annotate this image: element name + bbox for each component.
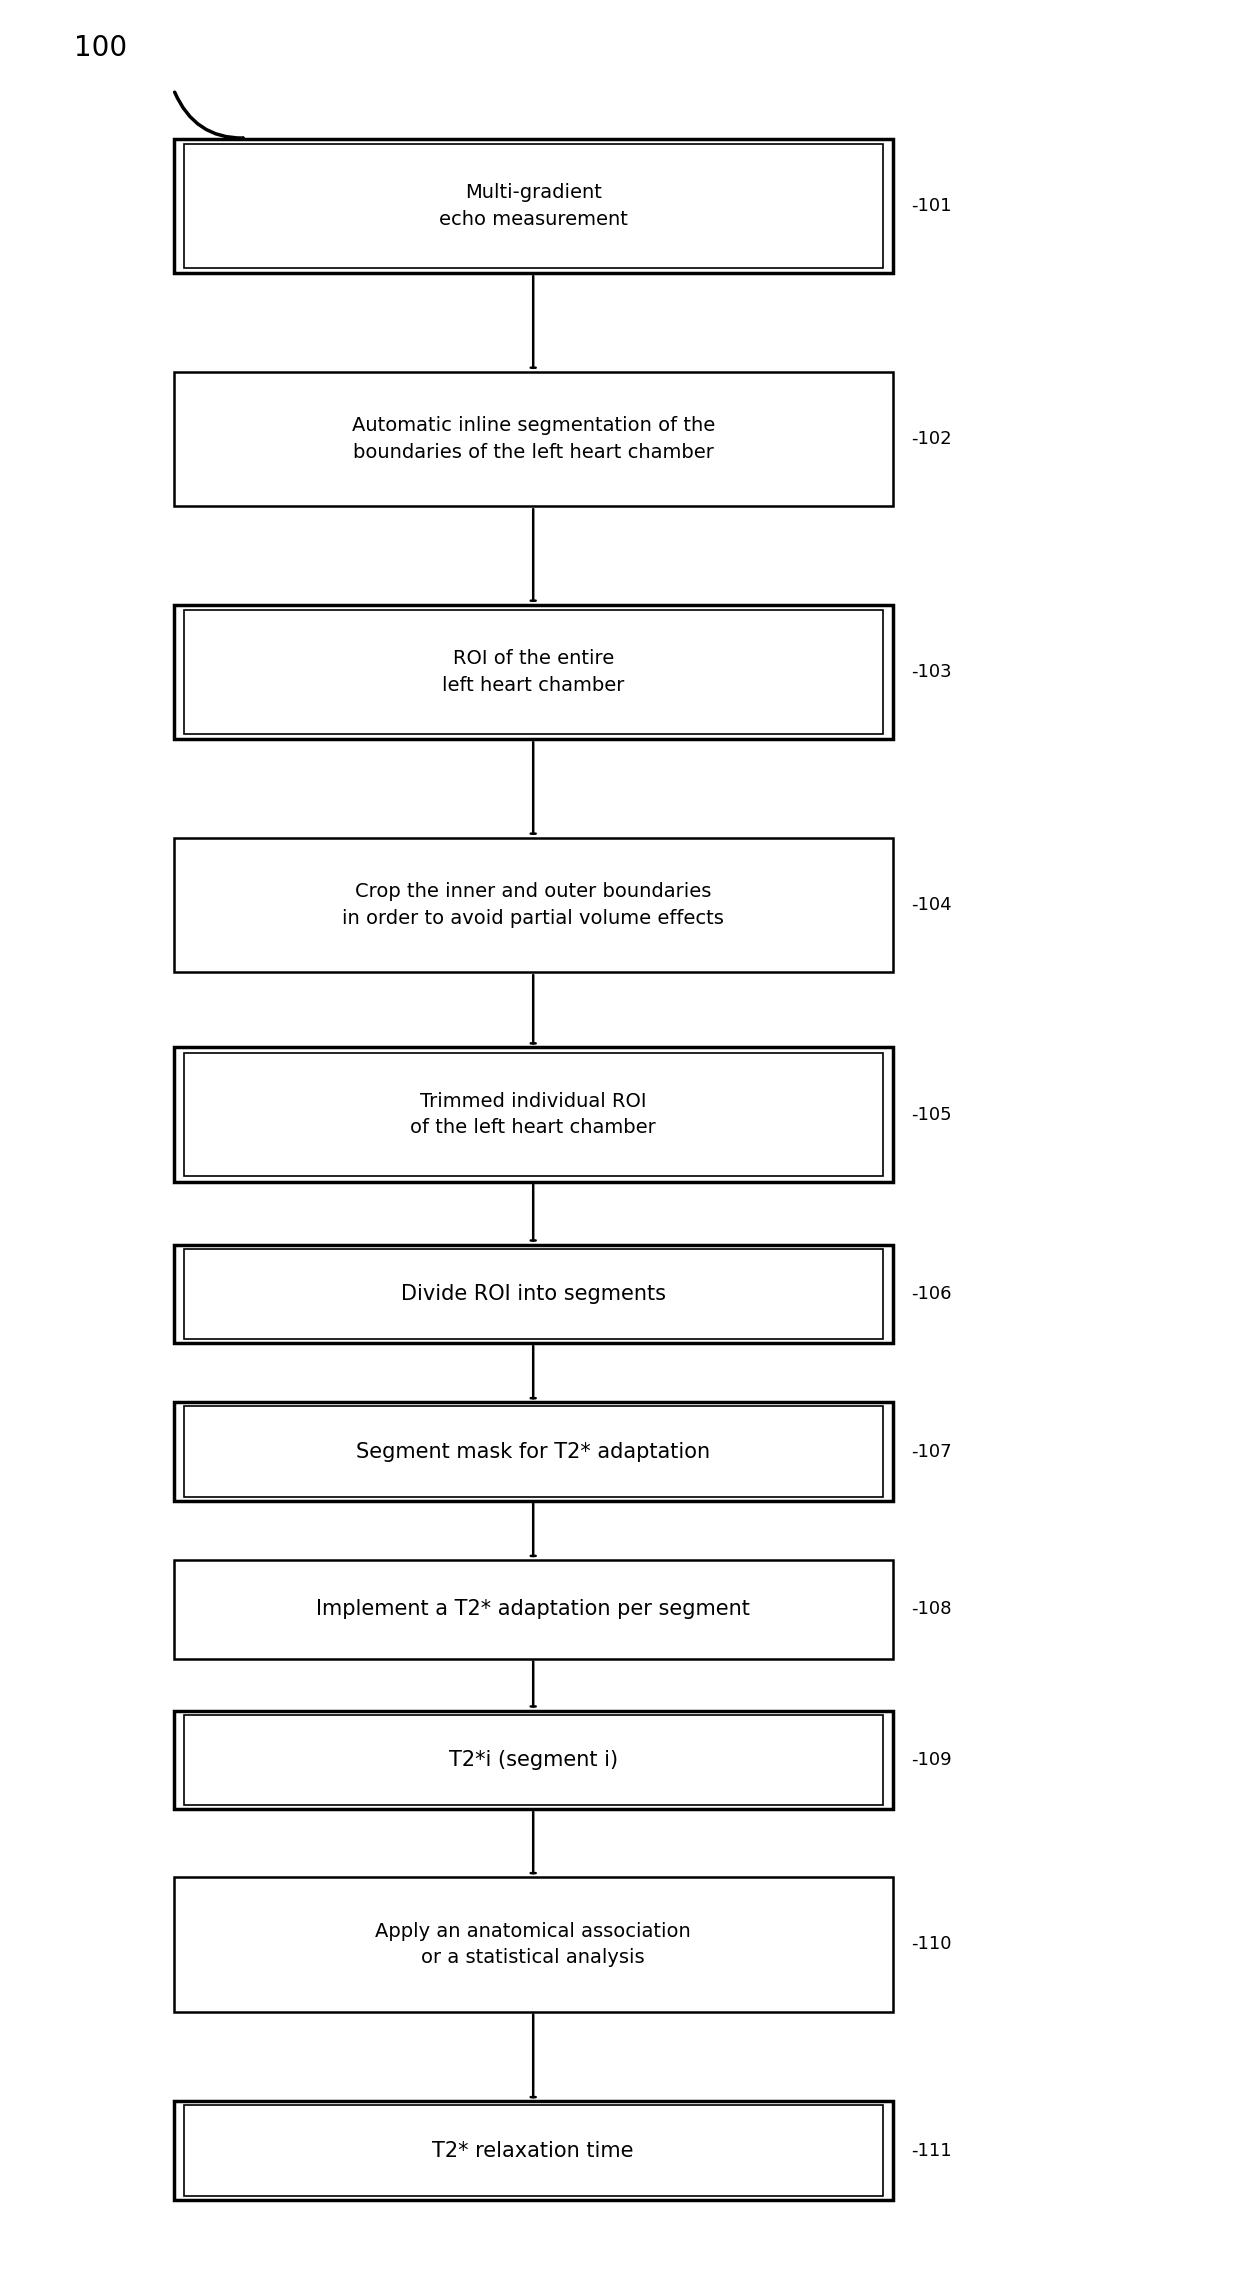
FancyArrowPatch shape	[175, 91, 243, 139]
Text: -111: -111	[911, 2142, 952, 2160]
Text: -107: -107	[911, 1443, 952, 1461]
Bar	[174, 605, 893, 740]
Bar	[174, 1712, 893, 1809]
Text: Crop the inner and outer boundaries
in order to avoid partial volume effects: Crop the inner and outer boundaries in o…	[342, 883, 724, 929]
Text: 100: 100	[74, 34, 128, 61]
Text: ROI of the entire
left heart chamber: ROI of the entire left heart chamber	[441, 649, 625, 694]
Text: -106: -106	[911, 1286, 952, 1302]
Bar	[184, 143, 883, 269]
Text: -109: -109	[911, 1750, 952, 1768]
Text: -110: -110	[911, 1935, 952, 1953]
Bar	[174, 371, 893, 505]
Bar	[174, 1047, 893, 1181]
Bar	[174, 1559, 893, 1659]
Bar	[184, 2105, 883, 2196]
Text: -101: -101	[911, 198, 952, 216]
Bar	[184, 1714, 883, 1805]
Text: -105: -105	[911, 1106, 952, 1124]
Bar	[174, 1402, 893, 1500]
Bar	[174, 2101, 893, 2201]
Text: Divide ROI into segments: Divide ROI into segments	[401, 1284, 666, 1304]
Text: -104: -104	[911, 897, 952, 915]
Text: T2* relaxation time: T2* relaxation time	[433, 2139, 634, 2160]
Text: Implement a T2* adaptation per segment: Implement a T2* adaptation per segment	[316, 1600, 750, 1618]
Bar	[174, 1245, 893, 1343]
Text: Apply an anatomical association
or a statistical analysis: Apply an anatomical association or a sta…	[376, 1921, 691, 1966]
Bar	[184, 1054, 883, 1177]
Text: Trimmed individual ROI
of the left heart chamber: Trimmed individual ROI of the left heart…	[410, 1092, 656, 1138]
Bar	[184, 610, 883, 733]
Text: Automatic inline segmentation of the
boundaries of the left heart chamber: Automatic inline segmentation of the bou…	[352, 417, 714, 462]
Text: Multi-gradient
echo measurement: Multi-gradient echo measurement	[439, 184, 627, 230]
Bar	[174, 838, 893, 972]
Text: -108: -108	[911, 1600, 952, 1618]
Text: -102: -102	[911, 430, 952, 448]
Text: Segment mask for T2* adaptation: Segment mask for T2* adaptation	[356, 1441, 711, 1461]
Bar	[184, 1250, 883, 1338]
Bar	[184, 1407, 883, 1498]
Bar	[174, 1878, 893, 2012]
Text: -103: -103	[911, 662, 952, 681]
Bar	[174, 139, 893, 273]
Text: T2*i (segment i): T2*i (segment i)	[449, 1750, 618, 1771]
